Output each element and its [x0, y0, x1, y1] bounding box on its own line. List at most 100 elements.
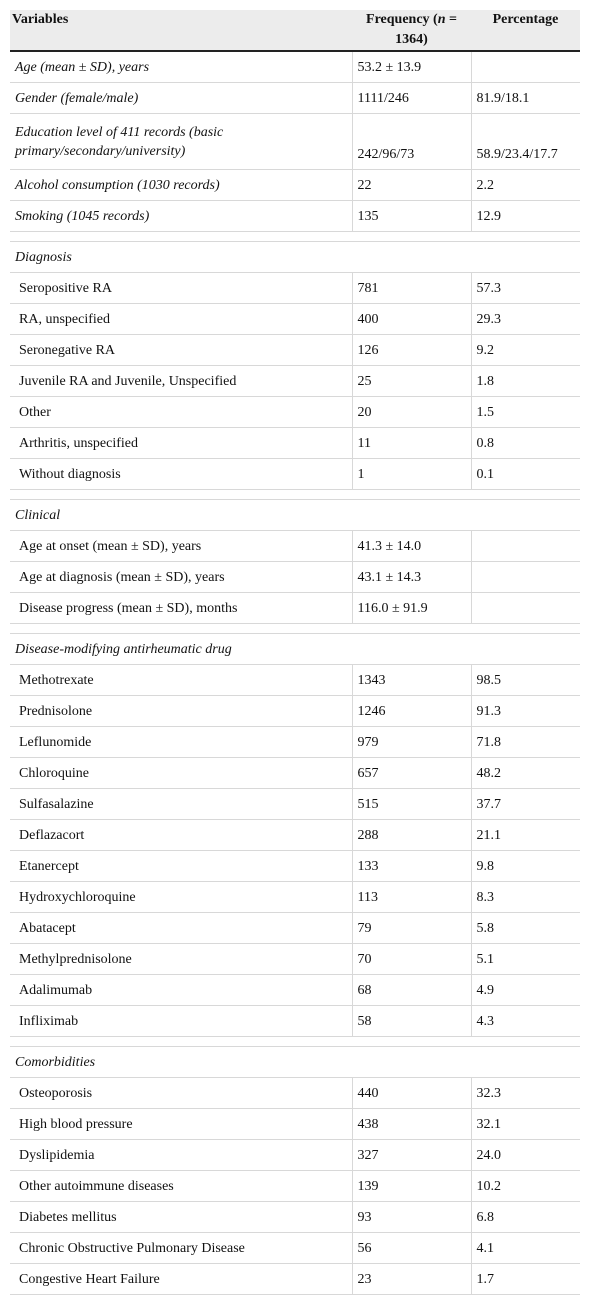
table-row: Diabetes mellitus 93 6.8: [10, 1201, 580, 1233]
row-label: Other autoimmune diseases: [10, 1170, 352, 1202]
row-percentage: 29.3: [470, 303, 580, 335]
row-label: Disease progress (mean ± SD), months: [10, 592, 352, 624]
table-container: Variables Frequency (n = 1364) Percentag…: [10, 10, 580, 1295]
row-label: Juvenile RA and Juvenile, Unspecified: [10, 365, 352, 397]
row-percentage: [470, 592, 580, 624]
table-row: Infliximab 58 4.3: [10, 1005, 580, 1037]
section-title: Disease-modifying antirheumatic drug: [10, 633, 580, 665]
row-label: Infliximab: [10, 1005, 352, 1037]
row-percentage: 1.8: [470, 365, 580, 397]
table-row: Sulfasalazine 515 37.7: [10, 788, 580, 820]
row-frequency: 53.2 ± 13.9: [351, 51, 471, 83]
row-label: Methotrexate: [10, 664, 352, 696]
row-label: Age at onset (mean ± SD), years: [10, 530, 352, 562]
header-frequency-prefix: Frequency (: [366, 12, 438, 27]
row-frequency: 1111/246: [351, 82, 471, 114]
table-row: Adalimumab 68 4.9: [10, 974, 580, 1006]
row-percentage: 5.8: [470, 912, 580, 944]
table-row: Chloroquine 657 48.2: [10, 757, 580, 789]
row-frequency: 515: [351, 788, 471, 820]
row-frequency: 400: [351, 303, 471, 335]
row-frequency: 327: [351, 1139, 471, 1171]
row-label: Abatacept: [10, 912, 352, 944]
section-spacer: [10, 489, 580, 500]
section-title: Comorbidities: [10, 1046, 580, 1078]
row-label: Leflunomide: [10, 726, 352, 758]
row-frequency: 58: [351, 1005, 471, 1037]
demographics-table: Variables Frequency (n = 1364) Percentag…: [10, 10, 580, 1295]
row-percentage: 21.1: [470, 819, 580, 851]
row-percentage: 2.2: [470, 169, 580, 201]
table-row: Other 20 1.5: [10, 396, 580, 428]
table-row: Deflazacort 288 21.1: [10, 819, 580, 851]
row-frequency: 657: [351, 757, 471, 789]
row-label: Arthritis, unspecified: [10, 427, 352, 459]
row-frequency: 979: [351, 726, 471, 758]
row-percentage: [470, 530, 580, 562]
row-label: Etanercept: [10, 850, 352, 882]
table-row: Hydroxychloroquine 113 8.3: [10, 881, 580, 913]
header-percentage: Percentage: [471, 10, 580, 52]
row-percentage: [470, 561, 580, 593]
row-frequency: 43.1 ± 14.3: [351, 561, 471, 593]
spacer-cell: [10, 1036, 580, 1047]
header-variables: Variables: [10, 10, 352, 52]
table-row: Other autoimmune diseases 139 10.2: [10, 1170, 580, 1202]
row-label: High blood pressure: [10, 1108, 352, 1140]
table-row: High blood pressure 438 32.1: [10, 1108, 580, 1140]
table-row: Age at diagnosis (mean ± SD), years 43.1 …: [10, 561, 580, 593]
row-frequency: 56: [351, 1232, 471, 1264]
table-row: Chronic Obstructive Pulmonary Disease 56 4…: [10, 1232, 580, 1264]
row-percentage: 1.5: [470, 396, 580, 428]
section-spacer: [10, 231, 580, 242]
table-row: Leflunomide 979 71.8: [10, 726, 580, 758]
row-percentage: [470, 51, 580, 83]
row-frequency: 70: [351, 943, 471, 975]
spacer-cell: [10, 623, 580, 634]
row-frequency: 11: [351, 427, 471, 459]
row-label: Education level of 411 records (basic pr…: [10, 113, 352, 170]
row-percentage: 91.3: [470, 695, 580, 727]
table-row: Dyslipidemia 327 24.0: [10, 1139, 580, 1171]
table-row: Abatacept 79 5.8: [10, 912, 580, 944]
table-row: Methotrexate 1343 98.5: [10, 664, 580, 696]
section-header-diagnosis: Diagnosis: [10, 241, 580, 273]
table-row: Seropositive RA 781 57.3: [10, 272, 580, 304]
row-label: Sulfasalazine: [10, 788, 352, 820]
table-row: Juvenile RA and Juvenile, Unspecified 25 1…: [10, 365, 580, 397]
section-title: Clinical: [10, 499, 580, 531]
row-label: Hydroxychloroquine: [10, 881, 352, 913]
row-frequency: 20: [351, 396, 471, 428]
row-percentage: 32.1: [470, 1108, 580, 1140]
header-frequency: Frequency (n = 1364): [352, 10, 471, 52]
row-frequency: 113: [351, 881, 471, 913]
row-percentage: 37.7: [470, 788, 580, 820]
table-row: Etanercept 133 9.8: [10, 850, 580, 882]
row-label: Osteoporosis: [10, 1077, 352, 1109]
row-percentage: 71.8: [470, 726, 580, 758]
row-frequency: 22: [351, 169, 471, 201]
row-frequency: 41.3 ± 14.0: [351, 530, 471, 562]
row-frequency: 68: [351, 974, 471, 1006]
row-frequency: 23: [351, 1263, 471, 1295]
table-row: Congestive Heart Failure 23 1.7: [10, 1263, 580, 1295]
row-percentage: 0.8: [470, 427, 580, 459]
row-percentage: 6.8: [470, 1201, 580, 1233]
row-percentage: 32.3: [470, 1077, 580, 1109]
row-label: Smoking (1045 records): [10, 200, 352, 232]
table-row: Gender (female/male) 1111/246 81.9/18.1: [10, 82, 580, 114]
table-row: RA, unspecified 400 29.3: [10, 303, 580, 335]
row-percentage: 12.9: [470, 200, 580, 232]
row-frequency: 116.0 ± 91.9: [351, 592, 471, 624]
row-percentage: 57.3: [470, 272, 580, 304]
row-percentage: 58.9/23.4/17.7: [470, 113, 580, 170]
row-frequency: 1: [351, 458, 471, 490]
section-spacer: [10, 1036, 580, 1047]
table-row: Age at onset (mean ± SD), years 41.3 ± 14…: [10, 530, 580, 562]
table-row: Methylprednisolone 70 5.1: [10, 943, 580, 975]
section-spacer: [10, 623, 580, 634]
row-label: Without diagnosis: [10, 458, 352, 490]
row-frequency: 1246: [351, 695, 471, 727]
row-percentage: 81.9/18.1: [470, 82, 580, 114]
row-frequency: 133: [351, 850, 471, 882]
